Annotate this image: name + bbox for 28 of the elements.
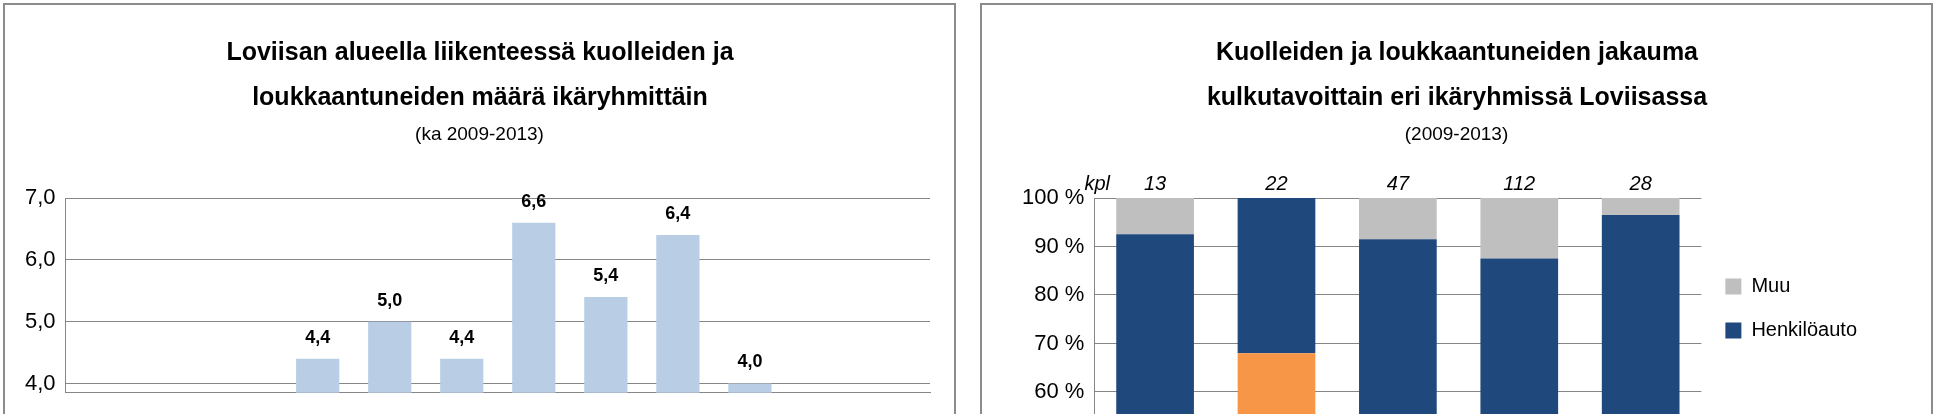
text: 13 xyxy=(1143,171,1167,194)
text: 28 xyxy=(1628,171,1652,194)
y-tick-label: 80 % xyxy=(1034,281,1085,307)
chart-subtitle: (2009-2013) xyxy=(1403,123,1510,145)
y-tick-label: 100 % xyxy=(1021,184,1085,210)
text: 47 xyxy=(1386,171,1410,194)
text: kpl xyxy=(1084,171,1111,194)
y-tick-label: 60 % xyxy=(1034,377,1085,403)
y-tick-label: 7,0 xyxy=(24,184,56,210)
y-tick-label: 90 % xyxy=(1034,232,1085,258)
data-label: 5,0 xyxy=(377,289,403,310)
data-label: 4,0 xyxy=(737,351,763,372)
legend-label: Henkilöauto xyxy=(1751,317,1857,340)
data-label: 6,6 xyxy=(521,190,547,211)
chart-title: Loviisan alueella liikenteessä kuolleiden ja loukkaantuneiden määrä ikäryhmittäin xyxy=(225,36,735,112)
data-label: 4,4 xyxy=(305,326,331,347)
y-tick-label: 6,0 xyxy=(24,245,56,271)
data-label: 4,4 xyxy=(449,326,475,347)
data-label: 6,4 xyxy=(665,203,691,224)
chart-subtitle: (ka 2009-2013) xyxy=(414,123,545,145)
data-label: 5,4 xyxy=(593,264,619,285)
y-tick-label: 70 % xyxy=(1034,329,1085,355)
chart-title: Kuolleiden ja loukkaantuneiden jakauma kulkutavoittain eri ikäryhmissä Loviisassa xyxy=(1205,36,1709,112)
text: 22 xyxy=(1264,171,1288,194)
text: 112 xyxy=(1503,171,1536,194)
y-tick-label: 5,0 xyxy=(24,307,56,333)
legend-label: Muu xyxy=(1751,273,1791,296)
y-tick-label: 4,0 xyxy=(24,369,56,395)
